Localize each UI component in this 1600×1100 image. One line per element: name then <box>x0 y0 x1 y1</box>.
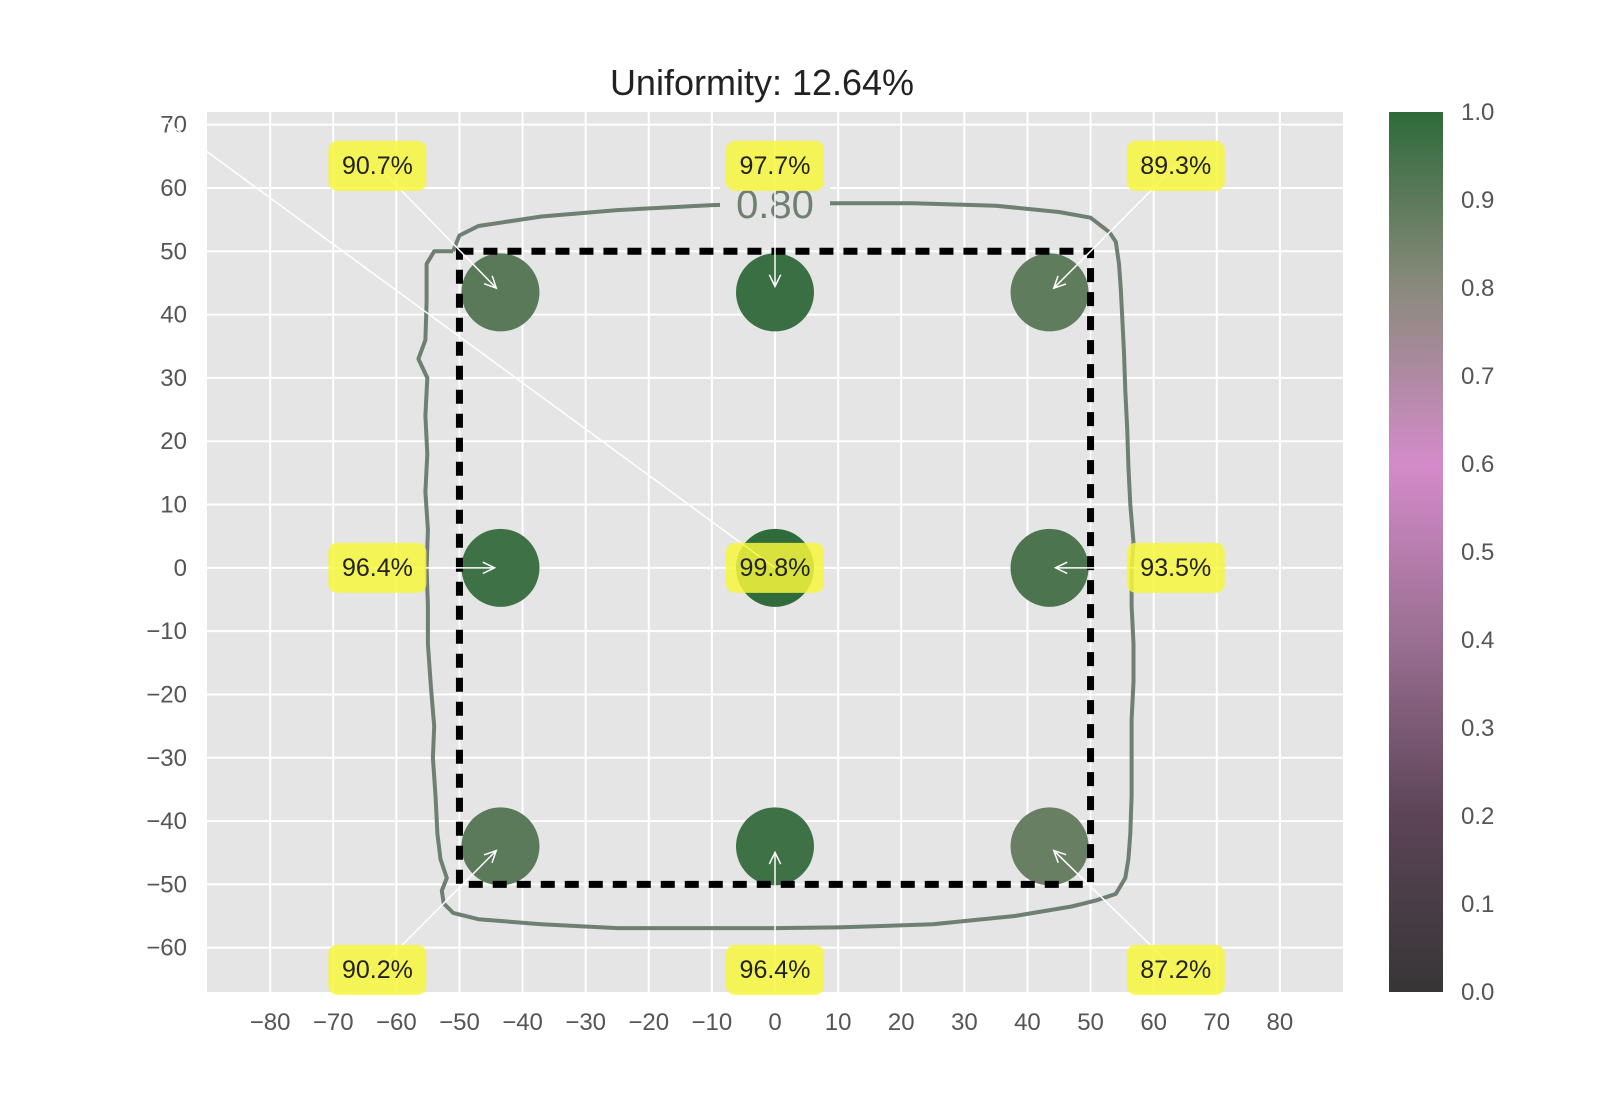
chart-title: Uniformity: 12.64% <box>610 62 914 103</box>
data-point <box>1010 528 1089 607</box>
annotation-box <box>726 944 824 995</box>
x-tick-label: 10 <box>825 1009 852 1036</box>
annotation-box <box>726 140 824 191</box>
annotation-box <box>1126 140 1225 191</box>
y-tick-label: −30 <box>146 745 187 772</box>
y-tick-label: −20 <box>146 681 187 708</box>
annotation-arrowhead <box>1052 849 1067 864</box>
x-tick-label: −80 <box>250 1009 291 1036</box>
x-tick-label: 40 <box>1014 1009 1041 1036</box>
colorbar-tick-label: 0.7 <box>1461 363 1494 390</box>
x-tick-label: 50 <box>1077 1009 1104 1036</box>
x-tick-label: 20 <box>888 1009 915 1036</box>
annotation-box <box>328 542 427 593</box>
data-point <box>736 253 814 332</box>
x-tick-label: −20 <box>628 1009 669 1036</box>
x-tick-label: 0 <box>768 1009 781 1036</box>
annotation-arrowhead <box>768 850 782 865</box>
annotation-label: 87.2% <box>1140 956 1211 984</box>
colorbar-tick-label: 0.5 <box>1461 539 1494 566</box>
annotation-box <box>726 542 824 593</box>
colorbar-tick-label: 0.4 <box>1461 627 1494 654</box>
y-tick-label: 60 <box>160 175 187 202</box>
data-point <box>736 807 814 886</box>
y-tick-label: 40 <box>160 302 187 329</box>
annotation-label: 96.4% <box>342 554 413 582</box>
annotation-box <box>328 944 427 995</box>
annotation-arrowhead <box>483 275 498 290</box>
x-tick-label: −30 <box>565 1009 606 1036</box>
contour-line <box>416 201 1136 931</box>
annotation-label: 93.5% <box>1140 554 1211 582</box>
colorbar-gradient <box>1389 112 1443 992</box>
annotation-arrowhead <box>1052 275 1067 290</box>
x-axis-ticks: −80 −70 −60 −50 −40 −30 −20 −10 0 10 20 30 40 50 60 70 8… <box>250 1009 1293 1036</box>
x-tick-label: 70 <box>1203 1009 1230 1036</box>
y-tick-label: 10 <box>160 492 187 519</box>
y-tick-label: −10 <box>146 618 187 645</box>
annotations: 90.7% 97.7% 89.3% 96.4% 99.8% 93.5% 90.2% 96.4%… <box>0 0 1225 995</box>
y-tick-label: −40 <box>146 808 187 835</box>
annotation-box <box>1126 542 1225 593</box>
x-tick-label: 30 <box>951 1009 978 1036</box>
y-tick-label: 20 <box>160 428 187 455</box>
y-tick-label: 30 <box>160 365 187 392</box>
colorbar-tick-label: 0.8 <box>1461 275 1494 302</box>
colorbar: 0.0 0.1 0.2 0.3 0.4 0.5 0.6 0.7 0.8 0.9 1.0 <box>1389 99 1494 1006</box>
x-tick-label: −60 <box>376 1009 417 1036</box>
x-tick-label: 80 <box>1267 1009 1294 1036</box>
annotation-label: 96.4% <box>740 956 811 984</box>
annotation-box <box>328 140 427 191</box>
colorbar-tick-label: 0.9 <box>1461 187 1494 214</box>
x-tick-label: −50 <box>439 1009 480 1036</box>
colorbar-tick-label: 0.3 <box>1461 715 1494 742</box>
annotation-label: 99.8% <box>740 554 811 582</box>
annotation-arrowhead <box>483 849 498 864</box>
colorbar-tick-label: 0.6 <box>1461 451 1494 478</box>
y-tick-label: −60 <box>146 935 187 962</box>
annotation-label: 90.7% <box>342 152 413 180</box>
data-point <box>461 528 540 607</box>
x-tick-label: 60 <box>1140 1009 1167 1036</box>
x-tick-label: −40 <box>502 1009 543 1036</box>
annotation-label: 97.7% <box>740 152 811 180</box>
annotation-arrowhead <box>482 561 497 575</box>
annotation-box <box>1126 944 1225 995</box>
y-tick-label: −50 <box>146 871 187 898</box>
x-tick-label: −70 <box>313 1009 354 1036</box>
annotation-arrowhead <box>1053 561 1068 575</box>
y-tick-label: 0 <box>174 555 187 582</box>
colorbar-tick-label: 0.1 <box>1461 891 1494 918</box>
colorbar-tick-label: 0.0 <box>1461 979 1494 1006</box>
annotation-label: 90.2% <box>342 956 413 984</box>
annotation-label: 89.3% <box>1140 152 1211 180</box>
y-tick-label: 50 <box>160 238 187 265</box>
colorbar-tick-label: 0.2 <box>1461 803 1494 830</box>
x-tick-label: −10 <box>692 1009 733 1036</box>
annotation-arrowhead <box>768 274 782 289</box>
colorbar-tick-label: 1.0 <box>1461 99 1494 126</box>
annotation-arrow <box>0 0 776 569</box>
